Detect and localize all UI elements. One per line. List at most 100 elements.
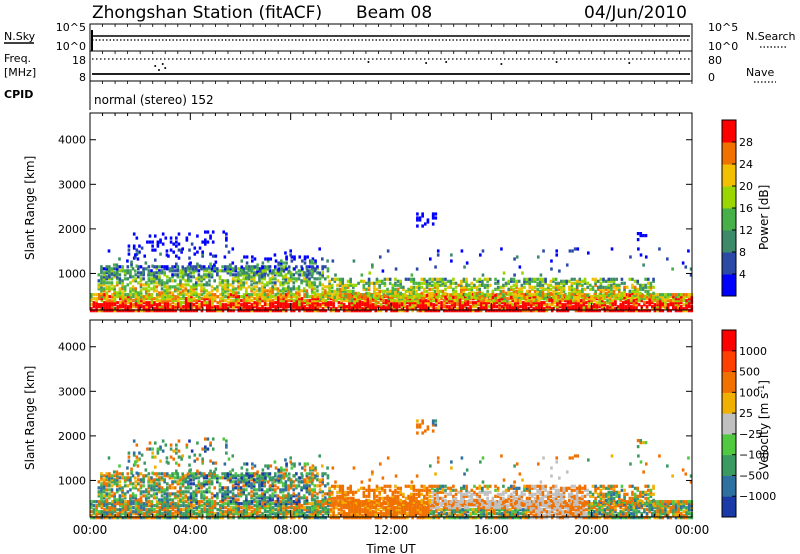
colorbar-tick-label: 4 xyxy=(739,268,746,281)
power-cell xyxy=(581,279,584,283)
power-cell xyxy=(687,293,691,297)
velocity-cell xyxy=(332,512,335,516)
power-cell xyxy=(313,309,317,313)
velocity-cell xyxy=(176,504,180,508)
power-cell xyxy=(169,309,172,313)
velocity-cell xyxy=(237,516,241,520)
power-cell xyxy=(566,303,570,307)
power-cell xyxy=(226,279,230,283)
power-cell xyxy=(271,303,275,307)
power-cell xyxy=(524,301,528,305)
power-cell xyxy=(463,301,467,305)
power-cell xyxy=(263,309,267,313)
velocity-cell xyxy=(118,500,122,504)
velocity-cell xyxy=(450,506,454,510)
power-cell xyxy=(369,309,372,313)
velocity-cell xyxy=(371,506,375,510)
velocity-cell xyxy=(274,508,277,512)
power-cell xyxy=(473,295,476,299)
power-cell xyxy=(599,283,603,287)
power-cell xyxy=(561,309,565,313)
power-cell xyxy=(150,277,153,281)
power-cell xyxy=(311,267,315,271)
power-cell xyxy=(644,234,648,238)
power-cell xyxy=(221,305,225,309)
power-cell xyxy=(394,293,397,297)
power-cell xyxy=(208,297,212,301)
power-cell xyxy=(495,293,499,297)
velocity-cell xyxy=(413,508,417,512)
power-cell xyxy=(226,301,230,305)
power-cell xyxy=(175,262,178,266)
power-cell xyxy=(585,301,588,305)
velocity-cell xyxy=(174,514,177,518)
power-cell xyxy=(237,285,240,289)
power-cell xyxy=(406,307,409,311)
power-cell xyxy=(679,309,683,313)
velocity-cell xyxy=(105,510,109,514)
velocity-cell xyxy=(229,512,233,516)
velocity-cell xyxy=(169,516,172,520)
power-cell xyxy=(416,218,419,222)
power-cell xyxy=(297,285,301,289)
power-cell xyxy=(679,305,683,309)
power-cell xyxy=(436,249,440,253)
power-cell xyxy=(677,307,680,311)
power-cell xyxy=(190,293,193,297)
power-cell xyxy=(341,279,345,283)
velocity-cell xyxy=(427,504,430,508)
velocity-cell xyxy=(103,510,106,514)
power-cell xyxy=(266,295,270,299)
power-cell xyxy=(171,307,175,311)
power-cell xyxy=(650,305,654,309)
power-cell xyxy=(338,279,342,283)
power-cell xyxy=(226,305,230,309)
velocity-cell xyxy=(95,504,98,508)
velocity-cell xyxy=(384,512,388,516)
power-cell xyxy=(332,301,335,305)
power-cell xyxy=(190,303,193,307)
power-cell xyxy=(486,283,489,287)
power-cell xyxy=(656,297,659,301)
power-cell xyxy=(465,277,468,281)
power-cell xyxy=(402,287,405,291)
velocity-cell xyxy=(121,504,125,508)
velocity-cell xyxy=(371,514,375,518)
power-cell xyxy=(115,277,119,281)
power-cell xyxy=(292,281,296,285)
power-cell xyxy=(197,273,201,277)
power-cell xyxy=(137,265,140,269)
power-heatmap-cells xyxy=(90,212,694,313)
power-cell xyxy=(570,283,574,287)
velocity-cell xyxy=(137,500,141,504)
velocity-cell xyxy=(221,516,225,520)
power-cell xyxy=(326,291,330,295)
power-cell xyxy=(121,269,124,273)
power-cell xyxy=(285,267,288,271)
power-cell xyxy=(172,250,175,254)
velocity-cell xyxy=(203,504,206,508)
power-cell xyxy=(496,287,500,291)
velocity-cell xyxy=(279,508,283,512)
power-cell xyxy=(121,287,124,291)
power-cell xyxy=(250,271,253,275)
power-cell xyxy=(142,273,145,277)
power-cell xyxy=(603,309,607,313)
velocity-cell xyxy=(327,504,330,508)
power-cell xyxy=(429,303,433,307)
power-cell xyxy=(554,289,558,293)
velocity-cell xyxy=(487,506,491,510)
velocity-cell xyxy=(442,506,446,510)
power-cell xyxy=(142,299,146,303)
power-cell xyxy=(607,295,611,299)
velocity-cell xyxy=(316,500,320,504)
velocity-cell xyxy=(316,516,320,520)
power-cell xyxy=(129,273,132,277)
power-cell xyxy=(166,267,169,271)
power-cell xyxy=(95,293,98,297)
power-cell xyxy=(226,289,230,293)
power-cell xyxy=(308,285,311,289)
velocity-cell xyxy=(316,504,320,508)
power-cell xyxy=(182,297,185,301)
power-cell xyxy=(565,279,568,283)
